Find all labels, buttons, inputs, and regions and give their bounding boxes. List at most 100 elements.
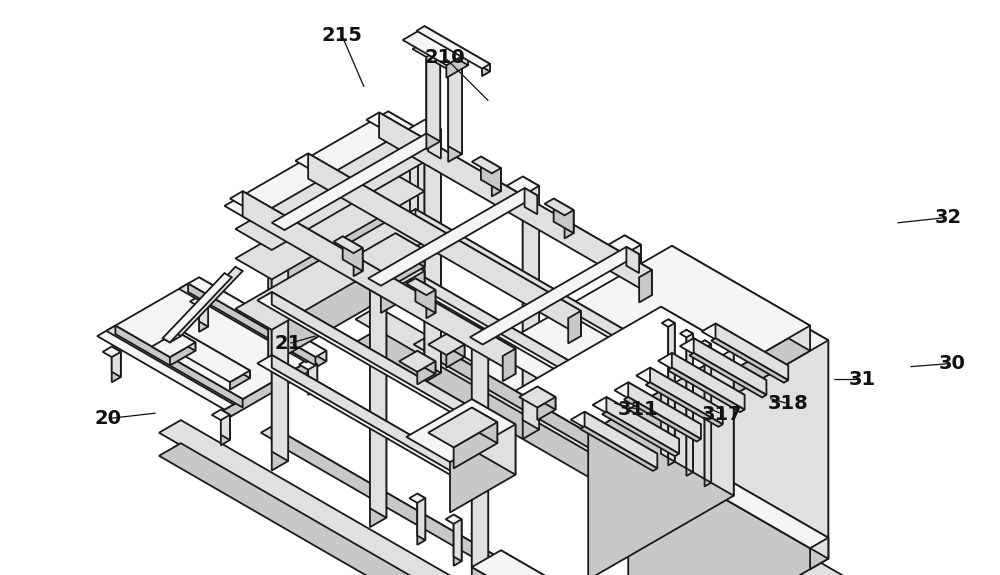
Polygon shape <box>181 331 250 378</box>
Polygon shape <box>470 247 639 344</box>
Polygon shape <box>711 338 788 383</box>
Polygon shape <box>272 217 288 470</box>
Polygon shape <box>606 397 679 454</box>
Polygon shape <box>672 246 810 351</box>
Polygon shape <box>646 382 723 427</box>
Polygon shape <box>417 493 425 540</box>
Polygon shape <box>381 250 425 292</box>
Text: 21: 21 <box>274 334 302 354</box>
Polygon shape <box>409 493 425 503</box>
Text: 210: 210 <box>425 48 465 67</box>
Polygon shape <box>472 333 488 575</box>
Polygon shape <box>230 191 515 356</box>
Polygon shape <box>519 386 555 408</box>
Polygon shape <box>593 397 679 447</box>
Polygon shape <box>417 498 425 545</box>
Polygon shape <box>705 344 711 486</box>
Polygon shape <box>625 235 641 488</box>
Polygon shape <box>425 120 441 373</box>
Polygon shape <box>426 41 440 141</box>
Polygon shape <box>810 538 828 569</box>
Polygon shape <box>454 519 462 566</box>
Polygon shape <box>388 112 432 271</box>
Polygon shape <box>395 233 425 267</box>
Polygon shape <box>694 338 766 395</box>
Polygon shape <box>224 351 326 420</box>
Text: 215: 215 <box>322 26 362 45</box>
Polygon shape <box>403 28 468 65</box>
Polygon shape <box>374 309 846 575</box>
Polygon shape <box>565 210 574 239</box>
Polygon shape <box>221 415 230 445</box>
Polygon shape <box>537 386 555 409</box>
Polygon shape <box>159 420 654 575</box>
Polygon shape <box>428 334 465 355</box>
Polygon shape <box>401 209 630 342</box>
Polygon shape <box>554 198 574 233</box>
Polygon shape <box>410 137 418 267</box>
Polygon shape <box>446 52 468 78</box>
Polygon shape <box>428 408 497 447</box>
Polygon shape <box>475 252 828 456</box>
Polygon shape <box>472 399 515 475</box>
Polygon shape <box>662 319 675 327</box>
Polygon shape <box>401 272 630 404</box>
Polygon shape <box>177 422 650 575</box>
Polygon shape <box>624 397 701 442</box>
Polygon shape <box>235 170 425 279</box>
Polygon shape <box>657 450 828 548</box>
Polygon shape <box>381 271 425 313</box>
Polygon shape <box>506 177 539 196</box>
Polygon shape <box>479 530 487 575</box>
Polygon shape <box>434 53 462 70</box>
Polygon shape <box>545 198 574 216</box>
Polygon shape <box>501 550 654 575</box>
Polygon shape <box>272 355 486 492</box>
Polygon shape <box>112 352 121 382</box>
Polygon shape <box>243 191 515 374</box>
Polygon shape <box>686 334 693 476</box>
Polygon shape <box>199 296 208 327</box>
Polygon shape <box>446 515 462 524</box>
Polygon shape <box>417 26 490 68</box>
Polygon shape <box>448 53 462 154</box>
Polygon shape <box>614 382 701 432</box>
Polygon shape <box>608 235 641 254</box>
Polygon shape <box>414 338 661 481</box>
Polygon shape <box>667 367 745 412</box>
Polygon shape <box>415 278 435 313</box>
Polygon shape <box>406 399 515 462</box>
Polygon shape <box>446 344 465 367</box>
Polygon shape <box>299 359 317 370</box>
Polygon shape <box>370 264 386 518</box>
Polygon shape <box>368 188 537 286</box>
Polygon shape <box>426 49 440 150</box>
Polygon shape <box>388 129 396 259</box>
Polygon shape <box>352 254 425 296</box>
Polygon shape <box>537 397 555 420</box>
Polygon shape <box>179 283 315 362</box>
Text: 30: 30 <box>939 354 965 373</box>
Polygon shape <box>199 277 326 361</box>
Polygon shape <box>177 332 195 351</box>
Polygon shape <box>170 342 195 366</box>
Polygon shape <box>190 296 208 306</box>
Polygon shape <box>702 324 788 374</box>
Polygon shape <box>152 332 195 357</box>
Polygon shape <box>472 408 497 443</box>
Polygon shape <box>650 367 723 424</box>
Polygon shape <box>472 324 488 575</box>
Text: 31: 31 <box>848 370 876 389</box>
Text: 311: 311 <box>618 400 658 419</box>
Polygon shape <box>668 323 675 465</box>
Polygon shape <box>668 319 675 462</box>
Polygon shape <box>523 177 539 430</box>
Polygon shape <box>163 273 232 342</box>
Polygon shape <box>523 186 539 439</box>
Polygon shape <box>235 141 425 250</box>
Polygon shape <box>658 353 745 403</box>
Polygon shape <box>334 236 363 253</box>
Polygon shape <box>355 306 850 575</box>
Polygon shape <box>355 330 850 575</box>
Polygon shape <box>354 248 363 276</box>
